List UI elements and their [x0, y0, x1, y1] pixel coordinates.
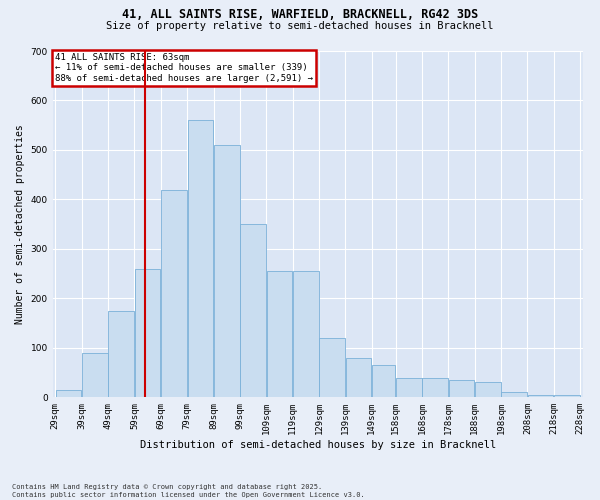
Bar — [188, 120, 213, 398]
X-axis label: Distribution of semi-detached houses by size in Bracknell: Distribution of semi-detached houses by … — [140, 440, 496, 450]
Y-axis label: Number of semi-detached properties: Number of semi-detached properties — [15, 124, 25, 324]
Bar — [528, 395, 553, 398]
Bar — [293, 271, 319, 398]
Bar — [214, 145, 239, 398]
Bar — [241, 224, 266, 398]
Bar — [554, 395, 580, 398]
Bar — [135, 268, 160, 398]
Bar — [82, 353, 107, 398]
Text: Contains HM Land Registry data © Crown copyright and database right 2025.
Contai: Contains HM Land Registry data © Crown c… — [12, 484, 365, 498]
Bar — [56, 390, 81, 398]
Bar — [449, 380, 474, 398]
Bar — [319, 338, 345, 398]
Bar — [346, 358, 371, 398]
Bar — [396, 378, 422, 398]
Bar — [109, 310, 134, 398]
Bar — [372, 365, 395, 398]
Bar — [422, 378, 448, 398]
Bar — [161, 190, 187, 398]
Text: 41, ALL SAINTS RISE, WARFIELD, BRACKNELL, RG42 3DS: 41, ALL SAINTS RISE, WARFIELD, BRACKNELL… — [122, 8, 478, 20]
Bar — [267, 271, 292, 398]
Text: 41 ALL SAINTS RISE: 63sqm
← 11% of semi-detached houses are smaller (339)
88% of: 41 ALL SAINTS RISE: 63sqm ← 11% of semi-… — [55, 52, 313, 82]
Text: Size of property relative to semi-detached houses in Bracknell: Size of property relative to semi-detach… — [106, 21, 494, 31]
Bar — [502, 392, 527, 398]
Bar — [475, 382, 500, 398]
